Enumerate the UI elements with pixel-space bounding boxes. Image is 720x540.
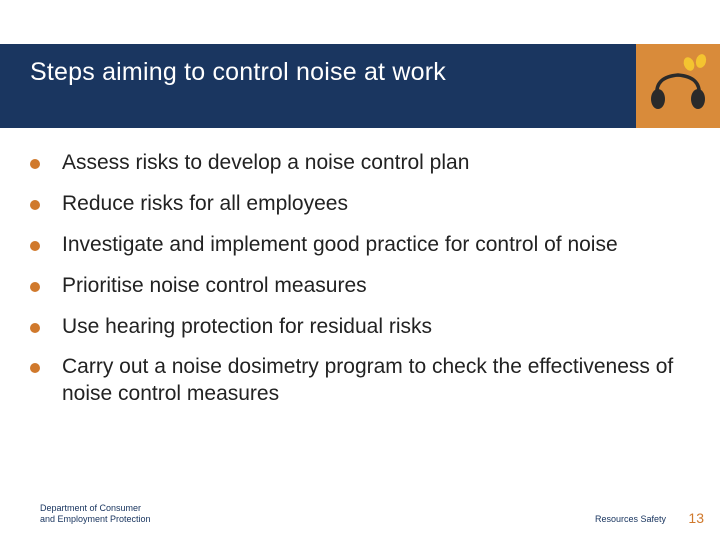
list-item: Use hearing protection for residual risk… xyxy=(30,314,690,341)
title-icon-box xyxy=(636,44,720,128)
footer: Department of Consumer and Employment Pr… xyxy=(0,496,720,526)
page-number: 13 xyxy=(688,510,704,526)
bullet-text: Prioritise noise control measures xyxy=(62,273,690,300)
footer-dept-line2: and Employment Protection xyxy=(40,514,151,526)
bullet-text: Use hearing protection for residual risk… xyxy=(62,314,690,341)
bullet-list: Assess risks to develop a noise control … xyxy=(30,150,690,408)
slide-title: Steps aiming to control noise at work xyxy=(30,58,446,87)
list-item: Assess risks to develop a noise control … xyxy=(30,150,690,177)
earmuffs-earplugs-icon xyxy=(643,51,713,121)
footer-dept-line1: Department of Consumer xyxy=(40,503,151,515)
list-item: Carry out a noise dosimetry program to c… xyxy=(30,354,690,408)
bullet-text: Assess risks to develop a noise control … xyxy=(62,150,690,177)
bullet-text: Carry out a noise dosimetry program to c… xyxy=(62,354,690,408)
bullet-icon xyxy=(30,200,40,210)
list-item: Reduce risks for all employees xyxy=(30,191,690,218)
bullet-text: Reduce risks for all employees xyxy=(62,191,690,218)
bullet-icon xyxy=(30,159,40,169)
content-area: Assess risks to develop a noise control … xyxy=(30,150,690,422)
footer-right-label: Resources Safety xyxy=(595,514,666,524)
bullet-icon xyxy=(30,282,40,292)
bullet-icon xyxy=(30,363,40,373)
bullet-icon xyxy=(30,241,40,251)
bullet-text: Investigate and implement good practice … xyxy=(62,232,690,259)
list-item: Investigate and implement good practice … xyxy=(30,232,690,259)
bullet-icon xyxy=(30,323,40,333)
list-item: Prioritise noise control measures xyxy=(30,273,690,300)
footer-department: Department of Consumer and Employment Pr… xyxy=(40,503,151,526)
